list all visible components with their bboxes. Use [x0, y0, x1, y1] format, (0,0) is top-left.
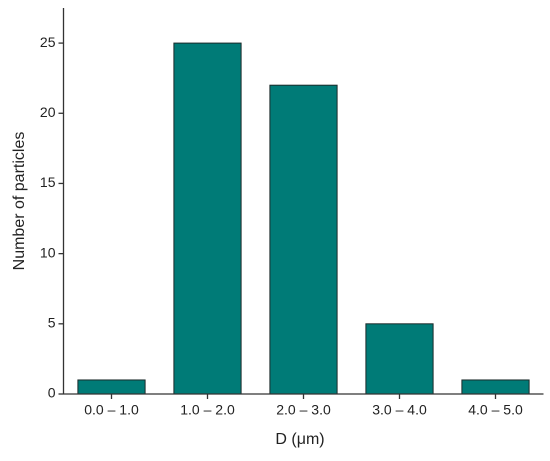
x-axis-label: D (μm) — [275, 431, 324, 448]
x-tick-label: 2.0 – 3.0 — [276, 402, 331, 418]
x-tick-label: 3.0 – 4.0 — [372, 402, 427, 418]
x-tick-label: 0.0 – 1.0 — [84, 402, 139, 418]
y-tick-label: 25 — [40, 34, 56, 50]
y-tick-label: 5 — [48, 315, 56, 331]
bar — [461, 379, 530, 395]
bar — [269, 84, 338, 395]
bar — [77, 379, 146, 395]
y-tick-label: 15 — [40, 174, 56, 190]
x-tick-label: 1.0 – 2.0 — [180, 402, 235, 418]
bar — [365, 323, 434, 395]
bar — [173, 42, 242, 395]
y-tick-label: 10 — [40, 244, 56, 260]
x-tick-label: 4.0 – 5.0 — [468, 402, 523, 418]
y-tick-label: 0 — [48, 385, 56, 401]
y-tick-label: 20 — [40, 104, 56, 120]
y-axis-label: Number of particles — [11, 132, 28, 271]
